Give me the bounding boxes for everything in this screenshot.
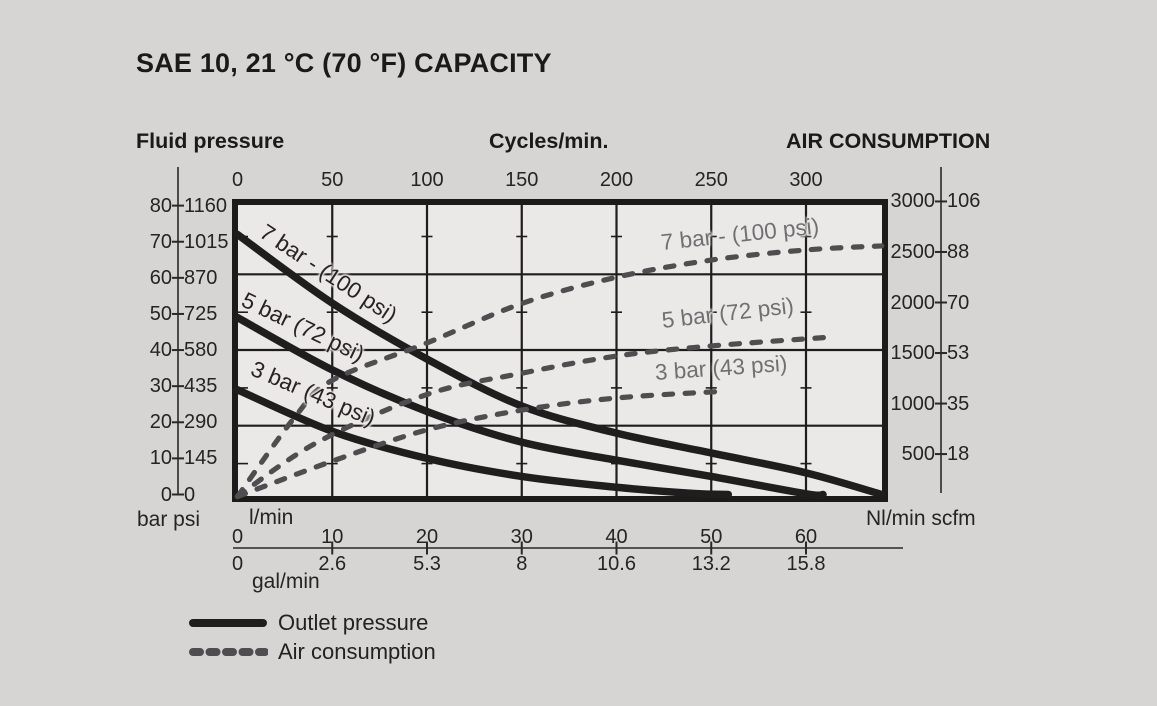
scfm-tick-label: 88 <box>947 240 970 263</box>
nlmin-tick-label: 2000 <box>890 291 936 314</box>
lmin-tick-label: 60 <box>794 526 818 548</box>
galmin-tick-label: 2.6 <box>318 553 347 575</box>
legend-swatch-solid-line <box>189 618 267 627</box>
bar-tick-label: 30 <box>149 375 172 398</box>
lmin-tick-label: 10 <box>321 526 344 548</box>
nlmin-tick-label: 500 <box>901 443 935 466</box>
cycles-tick-label: 250 <box>694 169 728 191</box>
nlmin-tick-label: 1500 <box>890 342 936 365</box>
scfm-tick-label: 53 <box>947 342 970 365</box>
scfm-tick-label: 70 <box>947 291 970 314</box>
psi-tick-label: 870 <box>184 266 218 289</box>
page-title: SAE 10, 21 °C (70 °F) CAPACITY <box>136 48 552 78</box>
lmin-tick-label: 50 <box>700 526 723 548</box>
left-axis-units-label: bar psi <box>137 508 201 531</box>
psi-tick-label: 0 <box>184 483 196 506</box>
lmin-tick-label: 40 <box>605 526 628 548</box>
legend-label-outlet: Outlet pressure <box>278 609 429 635</box>
lmin-tick-label: 20 <box>415 526 439 548</box>
lmin-axis-label: l/min <box>249 506 294 529</box>
cycles-tick-label: 100 <box>410 169 444 191</box>
bar-tick-label: 40 <box>149 339 172 362</box>
cycles-tick-label: 300 <box>789 169 823 191</box>
galmin-tick-label: 5.3 <box>413 553 441 575</box>
bar-tick-label: 20 <box>149 411 172 434</box>
psi-tick-label: 290 <box>184 411 218 434</box>
nlmin-tick-label: 3000 <box>890 190 936 213</box>
psi-tick-label: 1160 <box>184 194 228 217</box>
legend-swatch-dashed-line <box>189 647 268 656</box>
cycles-tick-label: 150 <box>505 169 539 191</box>
header-cycles: Cycles/min. <box>489 129 609 153</box>
galmin-tick-label: 0 <box>231 553 244 575</box>
scfm-tick-label: 106 <box>947 190 981 213</box>
cycles-tick-label: 50 <box>321 169 344 191</box>
right-axis-units-label: Nl/min scfm <box>866 507 976 530</box>
bar-tick-label: 80 <box>149 194 172 217</box>
psi-tick-label: 1015 <box>184 230 229 253</box>
psi-tick-label: 145 <box>184 447 218 470</box>
legend: Outlet pressure Air consumption <box>188 608 436 666</box>
header-air-consumption: AIR CONSUMPTION <box>786 129 991 153</box>
psi-tick-label: 580 <box>184 339 218 362</box>
lmin-tick-label: 30 <box>510 526 533 548</box>
galmin-axis-label: gal/min <box>252 570 320 593</box>
nlmin-tick-label: 1000 <box>890 392 936 415</box>
scfm-tick-label: 35 <box>947 392 970 415</box>
psi-tick-label: 725 <box>184 302 218 325</box>
bar-tick-label: 10 <box>149 447 172 470</box>
psi-tick-label: 435 <box>184 375 218 398</box>
lmin-tick-label: 0 <box>231 526 244 548</box>
legend-label-air: Air consumption <box>278 638 436 664</box>
header-fluid-pressure: Fluid pressure <box>136 129 285 153</box>
bar-tick-label: 70 <box>149 230 172 253</box>
galmin-tick-label: 8 <box>516 553 528 575</box>
cycles-tick-label: 200 <box>599 169 634 191</box>
scfm-tick-label: 18 <box>947 443 970 466</box>
bar-tick-label: 50 <box>149 302 172 325</box>
galmin-tick-label: 10.6 <box>597 553 636 575</box>
legend-item-outlet: Outlet pressure <box>188 608 436 637</box>
nlmin-tick-label: 2500 <box>890 240 936 263</box>
cycles-tick-label: 0 <box>231 169 244 191</box>
galmin-tick-label: 13.2 <box>691 553 731 575</box>
bar-tick-label: 0 <box>160 483 172 506</box>
legend-item-air: Air consumption <box>188 637 436 666</box>
galmin-tick-label: 15.8 <box>786 553 826 575</box>
bar-tick-label: 60 <box>149 266 172 289</box>
